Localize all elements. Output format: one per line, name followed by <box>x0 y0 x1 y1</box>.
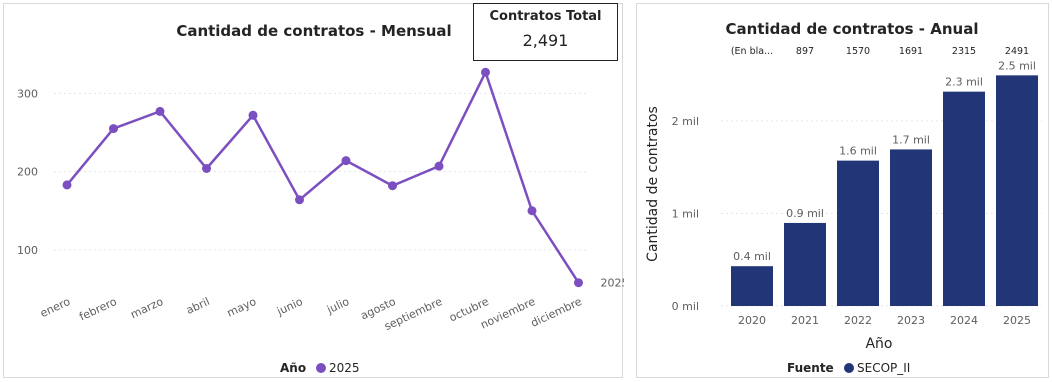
x-tick-label: mayo <box>225 295 259 320</box>
x-tick-label: 2020 <box>738 314 766 327</box>
y-axis-title: Cantidad de contratos <box>645 106 661 262</box>
legend-marker-secop <box>844 363 854 373</box>
bar-data-label: 1.7 mil <box>892 133 930 146</box>
series-end-label: 2025 <box>601 277 625 290</box>
bar-2021[interactable] <box>784 222 826 306</box>
x-axis-title: Año <box>865 336 892 352</box>
monthly-legend[interactable]: Año 2025 <box>280 361 360 375</box>
bar-data-label: 1.6 mil <box>839 145 877 158</box>
x-tick-label: febrero <box>77 295 119 324</box>
x-tick-label: julio <box>324 295 351 317</box>
line-point[interactable] <box>295 195 304 205</box>
bar-top-label: 1570 <box>846 46 870 57</box>
legend-title: Año <box>280 361 306 375</box>
bar-top-label: 897 <box>796 46 814 57</box>
x-tick-label: diciembre <box>529 295 584 330</box>
line-point[interactable] <box>341 156 351 166</box>
bar-top-label: (En bla... <box>731 46 773 57</box>
x-tick-label: abril <box>184 295 212 317</box>
x-tick-label: 2022 <box>844 314 872 327</box>
x-tick-label: junio <box>274 295 305 319</box>
monthly-chart-panel: Cantidad de contratos - Mensual 100 200 30… <box>3 3 625 378</box>
legend-item-secop: SECOP_II <box>857 361 910 375</box>
line-point[interactable] <box>434 161 444 171</box>
bar-data-label: 0.4 mil <box>733 250 771 263</box>
y-tick-label: 100 <box>17 244 38 257</box>
bar-2022[interactable] <box>837 160 879 306</box>
x-tick-label: enero <box>38 295 72 320</box>
annual-chart-title: Cantidad de contratos - Anual <box>726 20 979 38</box>
annual-chart-panel: Cantidad de contratos - Anual 0 mil 1 mil… <box>636 3 1049 378</box>
total-contracts-card: Contratos Total 2,491 <box>473 3 618 61</box>
y-tick-label: 200 <box>17 166 38 179</box>
x-tick-label: marzo <box>129 295 166 321</box>
bar-top-label: 2491 <box>1005 46 1029 57</box>
line-point[interactable] <box>574 278 583 288</box>
x-tick-label: 2021 <box>791 314 819 327</box>
line-point[interactable] <box>109 124 118 134</box>
annual-legend[interactable]: Fuente SECOP_II <box>787 361 910 375</box>
y-tick-label: 300 <box>17 87 38 100</box>
line-point[interactable] <box>388 181 397 191</box>
card-title: Contratos Total <box>489 9 602 24</box>
legend-item-2025: 2025 <box>329 361 360 375</box>
y-tick-label: 1 mil <box>672 207 699 220</box>
card-value: 2,491 <box>522 31 569 50</box>
bar-2025[interactable] <box>996 75 1038 306</box>
bar-top-label: 1691 <box>899 46 923 57</box>
series-2025-line <box>66 68 580 284</box>
bar-2023[interactable] <box>890 149 932 306</box>
bar-2020[interactable] <box>731 266 773 306</box>
x-tick-label: 2025 <box>1003 314 1031 327</box>
bar-2024[interactable] <box>943 91 985 306</box>
bar-data-label: 0.9 mil <box>786 207 824 220</box>
line-point[interactable] <box>248 110 258 120</box>
y-tick-label: 0 mil <box>672 300 699 313</box>
legend-title-fuente: Fuente <box>787 361 834 375</box>
line-point[interactable] <box>62 180 72 190</box>
monthly-chart-title: Cantidad de contratos - Mensual <box>176 22 451 40</box>
monthly-line-chart: Cantidad de contratos - Mensual 100 200 30… <box>17 22 625 375</box>
bar-data-label: 2.3 mil <box>945 76 983 89</box>
bar-top-label: 2315 <box>952 46 976 57</box>
y-tick-label: 2 mil <box>672 115 699 128</box>
annual-bar-chart: Cantidad de contratos - Anual 0 mil 1 mil… <box>645 20 1042 375</box>
line-point[interactable] <box>202 164 211 174</box>
legend-marker-2025 <box>316 363 326 373</box>
line-point[interactable] <box>155 106 165 116</box>
bar-data-label: 2.5 mil <box>998 59 1036 72</box>
x-tick-label: 2024 <box>950 314 978 327</box>
line-point[interactable] <box>481 67 490 77</box>
x-tick-label: 2023 <box>897 314 925 327</box>
line-point[interactable] <box>527 206 537 216</box>
